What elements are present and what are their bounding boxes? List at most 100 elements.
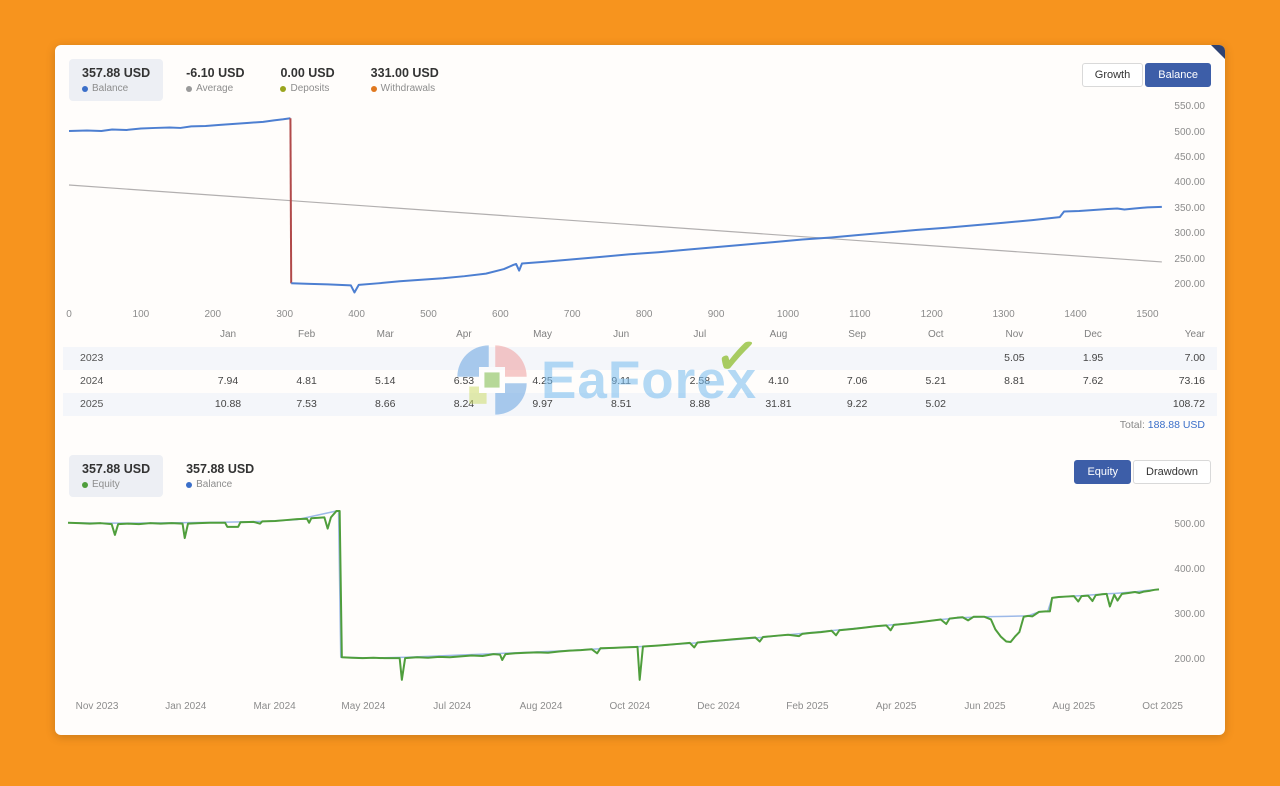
equity-drawdown-toggle: Equity Drawdown [1074, 460, 1211, 484]
month-value: 9.22 [846, 398, 868, 410]
year-total-value: 7.00 [1184, 352, 1205, 364]
x-axis-label: May 2024 [341, 701, 386, 712]
stat-value: 357.88 USD [82, 462, 151, 476]
stat-balance[interactable]: 357.88 USD Balance [69, 59, 164, 101]
toggle-growth[interactable]: Growth [1081, 63, 1144, 87]
y-axis-label: 300.00 [1174, 228, 1205, 240]
month-header-apr: Apr [456, 329, 472, 340]
month-value: 6.53 [453, 375, 475, 387]
table-row-2025: 2025 10.88 7.53 8.66 8.24 9.97 8.51 8.88 31.81 9.… [63, 393, 1217, 416]
stat-label: Deposits [280, 83, 334, 94]
y-axis-label: 450.00 [1174, 152, 1205, 163]
toggle-equity[interactable]: Equity [1074, 460, 1132, 484]
x-axis-label: Jul 2024 [433, 701, 472, 712]
stat-value: -6.10 USD [186, 66, 245, 80]
x-axis-label: Feb 2025 [786, 701, 829, 712]
stat-value: 357.88 USD [186, 462, 255, 476]
y-axis-label: 400.00 [1174, 177, 1205, 189]
stat-deposits[interactable]: 0.00 USD Deposits [267, 59, 347, 101]
deposits-dot-icon [280, 85, 287, 92]
x-axis-label: Mar 2024 [253, 701, 296, 712]
month-value: 5.14 [375, 375, 396, 387]
balance-dot-icon [186, 481, 193, 488]
y-axis-label: 200.00 [1174, 654, 1205, 665]
x-axis-label: Oct 2024 [609, 701, 651, 712]
month-value: 5.21 [925, 375, 946, 387]
y-axis-label: 300.00 [1174, 609, 1205, 620]
month-value: 9.11 [611, 375, 632, 387]
x-axis-label: Oct 2025 [1142, 701, 1183, 712]
month-value: 5.02 [925, 398, 946, 410]
x-axis-label: 1500 [1136, 309, 1159, 320]
month-value: 8.66 [375, 398, 396, 410]
table-row-2024: 2024 7.94 4.81 5.14 6.53 4.25 9.11 2.58 4.10 7.06… [63, 370, 1217, 393]
y-axis-label: 500.00 [1174, 519, 1205, 530]
month-header-jan: Jan [219, 329, 237, 340]
x-axis-label: 0 [66, 309, 72, 320]
total-value: 188.88 USD [1147, 419, 1205, 431]
balance-stats-row: 357.88 USD Balance -6.10 USD Average 0.00 US… [69, 59, 452, 101]
x-axis-label: 300 [276, 309, 294, 320]
stat-equity[interactable]: 357.88 USD Equity [69, 455, 164, 497]
row-year-label: 2025 [80, 398, 104, 410]
x-axis-label: 1000 [776, 309, 800, 320]
y-axis-label: 350.00 [1174, 202, 1205, 214]
x-axis-label: Aug 2024 [519, 701, 563, 712]
month-value: 2.58 [689, 375, 711, 387]
x-axis-label: Apr 2025 [875, 701, 917, 712]
y-axis-label: 250.00 [1174, 253, 1205, 265]
x-axis-label: 500 [420, 309, 437, 320]
series-balance-post-drop [291, 207, 1162, 293]
average-dot-icon [186, 85, 193, 92]
x-axis-label: 1200 [920, 309, 943, 320]
month-header-jul: Jul [693, 329, 707, 340]
row-year-label: 2023 [80, 352, 104, 364]
toggle-balance[interactable]: Balance [1145, 63, 1211, 87]
year-total-value: 73.16 [1178, 375, 1205, 387]
month-value: 10.88 [214, 398, 242, 410]
equity-stats-row: 357.88 USD Equity 357.88 USD Balance [69, 455, 267, 497]
stat-label-text: Equity [92, 479, 120, 490]
x-axis-label: 800 [635, 309, 653, 320]
month-value: 8.24 [453, 398, 475, 410]
x-axis-label: 900 [707, 309, 725, 320]
series-equity [68, 511, 1159, 680]
x-axis-label: Nov 2023 [75, 701, 119, 712]
month-header-feb: Feb [298, 329, 316, 340]
month-header-jun: Jun [613, 329, 630, 340]
series-balance-pre-drop [69, 118, 290, 131]
stat-label: Balance [82, 83, 150, 94]
corner-fold-icon [1211, 45, 1225, 59]
stat-value: 357.88 USD [82, 66, 151, 80]
equity-dot-icon [82, 481, 88, 488]
stat-label: Balance [186, 479, 254, 490]
month-value: 7.94 [217, 375, 239, 387]
stat-label: Withdrawals [370, 83, 439, 94]
month-header-may: May [533, 329, 552, 340]
month-value: 4.25 [532, 375, 553, 387]
month-value: 8.81 [1004, 375, 1025, 387]
x-axis-label: 1100 [849, 309, 871, 320]
x-axis-label: 600 [492, 309, 509, 320]
month-value: 7.62 [1082, 375, 1104, 387]
y-axis-label: 400.00 [1174, 564, 1205, 575]
stat-label-text: Withdrawals [380, 83, 436, 94]
stat-balance[interactable]: 357.88 USD Balance [173, 455, 267, 497]
month-header-nov: Nov [1005, 329, 1024, 340]
x-axis-label: 100 [132, 309, 150, 320]
stat-withdrawals[interactable]: 331.00 USD Withdrawals [358, 59, 452, 101]
x-axis-label: 700 [563, 309, 581, 320]
equity-chart [68, 498, 1159, 687]
toggle-drawdown[interactable]: Drawdown [1133, 460, 1211, 484]
withdrawals-dot-icon [370, 85, 377, 92]
y-axis-label: 500.00 [1174, 126, 1205, 138]
total-label: Total: [1119, 419, 1145, 431]
stat-label: Equity [82, 479, 150, 490]
stat-value: 0.00 USD [280, 66, 335, 80]
x-axis-label: Jan 2024 [165, 701, 207, 712]
balance-growth-chart [69, 103, 1169, 293]
stat-label-text: Average [196, 83, 234, 94]
stat-average[interactable]: -6.10 USD Average [173, 59, 257, 101]
growth-balance-toggle: Growth Balance [1081, 63, 1211, 87]
